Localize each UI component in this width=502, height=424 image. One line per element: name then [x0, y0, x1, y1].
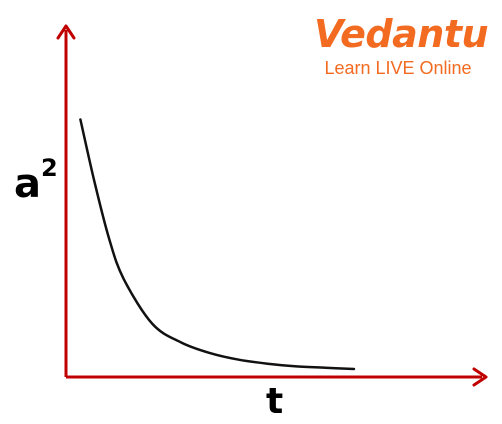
x-axis-label: t	[266, 381, 284, 422]
series-layer	[79, 118, 356, 371]
y-axis-arrowhead	[56, 24, 76, 40]
brand-logo: Vedantu Learn LIVE Online	[314, 12, 489, 79]
y-axis-label: a2	[14, 156, 58, 207]
y-axis-label-base: a	[14, 161, 41, 207]
axes	[56, 24, 488, 387]
brand-logo-name: Vedantu	[314, 12, 489, 56]
y-axis-label-superscript: 2	[41, 154, 58, 182]
series-line-0	[79, 118, 356, 371]
x-axis-arrowhead	[472, 367, 488, 387]
brand-logo-tagline: Learn LIVE Online	[324, 57, 472, 78]
